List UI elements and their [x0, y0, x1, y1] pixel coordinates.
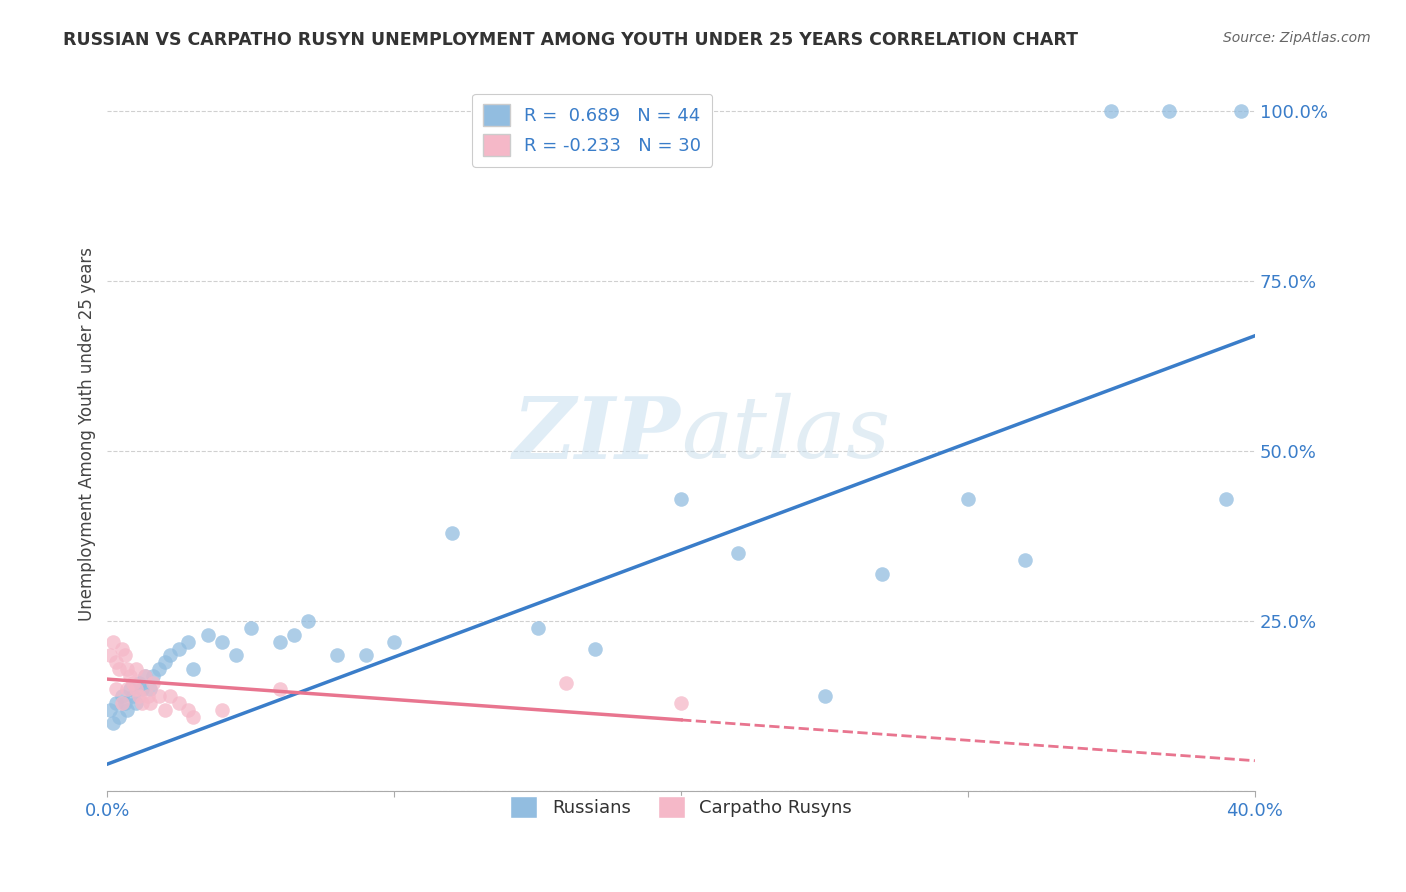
- Point: [111, 696, 134, 710]
- Point: [555, 675, 578, 690]
- Point: [114, 696, 136, 710]
- Text: RUSSIAN VS CARPATHO RUSYN UNEMPLOYMENT AMONG YOUTH UNDER 25 YEARS CORRELATION CH: RUSSIAN VS CARPATHO RUSYN UNEMPLOYMENT A…: [63, 31, 1078, 49]
- Point: [354, 648, 377, 663]
- Point: [120, 682, 142, 697]
- Point: [870, 566, 893, 581]
- Point: [526, 621, 548, 635]
- Point: [225, 648, 247, 663]
- Point: [122, 689, 145, 703]
- Point: [239, 621, 262, 635]
- Point: [211, 634, 233, 648]
- Point: [104, 682, 127, 697]
- Point: [98, 648, 121, 663]
- Point: [128, 675, 150, 690]
- Point: [167, 696, 190, 710]
- Text: ZIP: ZIP: [513, 392, 681, 476]
- Point: [134, 669, 156, 683]
- Point: [1099, 104, 1122, 119]
- Point: [125, 696, 148, 710]
- Point: [98, 703, 121, 717]
- Point: [104, 696, 127, 710]
- Point: [813, 689, 835, 703]
- Point: [122, 675, 145, 690]
- Point: [131, 682, 153, 697]
- Point: [727, 546, 749, 560]
- Point: [1215, 491, 1237, 506]
- Point: [131, 696, 153, 710]
- Point: [159, 689, 181, 703]
- Point: [1014, 553, 1036, 567]
- Point: [326, 648, 349, 663]
- Point: [153, 703, 176, 717]
- Point: [669, 696, 692, 710]
- Point: [101, 634, 124, 648]
- Point: [283, 628, 305, 642]
- Point: [142, 675, 165, 690]
- Point: [269, 634, 291, 648]
- Point: [142, 669, 165, 683]
- Point: [669, 491, 692, 506]
- Point: [177, 634, 200, 648]
- Point: [101, 716, 124, 731]
- Point: [1157, 104, 1180, 119]
- Point: [153, 655, 176, 669]
- Point: [197, 628, 219, 642]
- Point: [117, 703, 139, 717]
- Point: [125, 682, 148, 697]
- Point: [117, 662, 139, 676]
- Point: [1229, 104, 1251, 119]
- Text: Source: ZipAtlas.com: Source: ZipAtlas.com: [1223, 31, 1371, 45]
- Text: atlas: atlas: [681, 393, 890, 475]
- Point: [139, 696, 162, 710]
- Point: [148, 689, 170, 703]
- Point: [440, 525, 463, 540]
- Point: [114, 648, 136, 663]
- Point: [148, 662, 170, 676]
- Point: [134, 669, 156, 683]
- Point: [159, 648, 181, 663]
- Point: [139, 682, 162, 697]
- Point: [128, 689, 150, 703]
- Point: [108, 662, 131, 676]
- Legend: Russians, Carpatho Rusyns: Russians, Carpatho Rusyns: [503, 789, 859, 825]
- Point: [956, 491, 979, 506]
- Point: [120, 669, 142, 683]
- Y-axis label: Unemployment Among Youth under 25 years: Unemployment Among Youth under 25 years: [79, 247, 96, 622]
- Point: [583, 641, 606, 656]
- Point: [136, 689, 159, 703]
- Point: [108, 709, 131, 723]
- Point: [125, 662, 148, 676]
- Point: [167, 641, 190, 656]
- Point: [211, 703, 233, 717]
- Point: [382, 634, 405, 648]
- Point: [111, 641, 134, 656]
- Point: [117, 682, 139, 697]
- Point: [177, 703, 200, 717]
- Point: [297, 615, 319, 629]
- Point: [183, 709, 205, 723]
- Point: [111, 689, 134, 703]
- Point: [269, 682, 291, 697]
- Point: [104, 655, 127, 669]
- Point: [183, 662, 205, 676]
